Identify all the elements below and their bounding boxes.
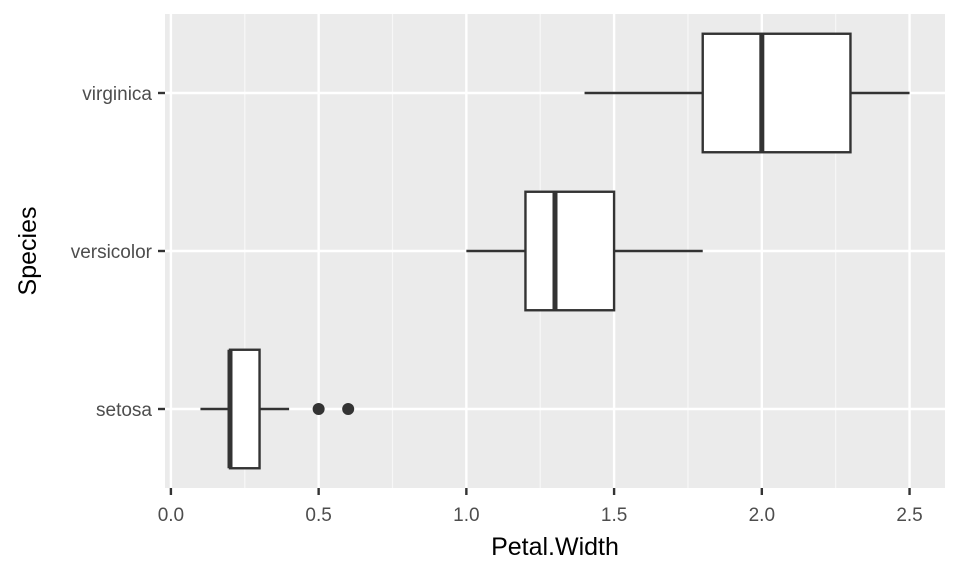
box-iqr	[701, 32, 852, 154]
y-tick-label: versicolor	[71, 242, 153, 263]
x-tick-label: 0.0	[158, 505, 184, 526]
box-iqr	[228, 348, 261, 470]
box-virginica	[584, 32, 910, 154]
x-tick-label: 2.0	[749, 505, 775, 526]
x-tick-label: 2.5	[896, 505, 922, 526]
box-versicolor	[466, 190, 703, 312]
x-tick-label: 1.5	[601, 505, 627, 526]
box-iqr	[524, 190, 616, 312]
outlier-point	[312, 403, 325, 415]
x-tick-label: 1.0	[453, 505, 479, 526]
x-axis: 0.0 0.5 1.0 1.5 2.0 2.5	[158, 488, 923, 526]
y-axis-title: Species	[14, 207, 42, 296]
box-setosa	[200, 348, 355, 470]
y-tick-label: setosa	[96, 400, 152, 421]
x-axis-title: Petal.Width	[491, 533, 619, 561]
y-axis: setosa versicolor virginica	[71, 84, 165, 421]
y-tick-label: virginica	[82, 84, 152, 105]
outlier-point	[342, 403, 355, 415]
x-tick-label: 0.5	[305, 505, 331, 526]
boxes	[200, 32, 910, 470]
